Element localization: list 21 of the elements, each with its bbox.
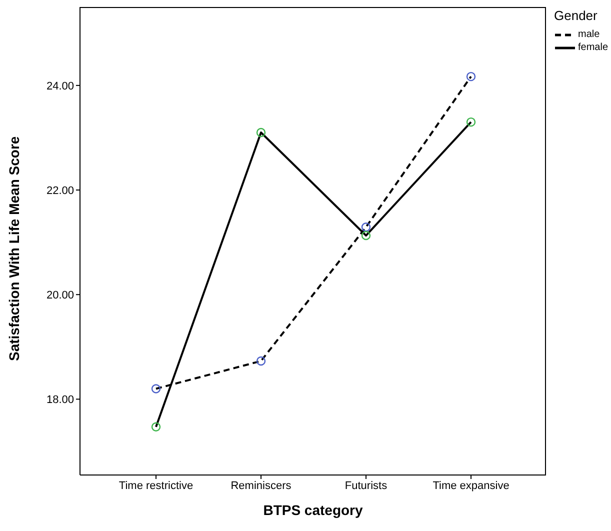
y-tick-label: 24.00 [46, 80, 74, 92]
legend-label: female [578, 42, 608, 53]
point [256, 356, 266, 366]
point [361, 230, 371, 240]
y-tick-label: 20.00 [46, 290, 74, 302]
x-tick-label: Futurists [344, 480, 388, 492]
x-tick-label: Time restrictive [118, 480, 194, 492]
point [256, 128, 266, 138]
y-tick-label: 22.00 [46, 184, 74, 197]
point [466, 117, 476, 127]
y-tick-label: 18.00 [46, 394, 74, 406]
y-axis-title: Satisfaction With Life Mean Score [6, 136, 22, 361]
legend-label: male [578, 29, 600, 40]
x-tick-label: Time expansive [432, 480, 510, 492]
x-tick-label: Reminiscers [230, 480, 292, 492]
legend-title: Gender [554, 8, 598, 23]
point [361, 222, 371, 232]
point [151, 384, 161, 394]
x-axis-title: BTPS category [263, 502, 364, 518]
point [466, 72, 476, 82]
point [151, 422, 161, 432]
